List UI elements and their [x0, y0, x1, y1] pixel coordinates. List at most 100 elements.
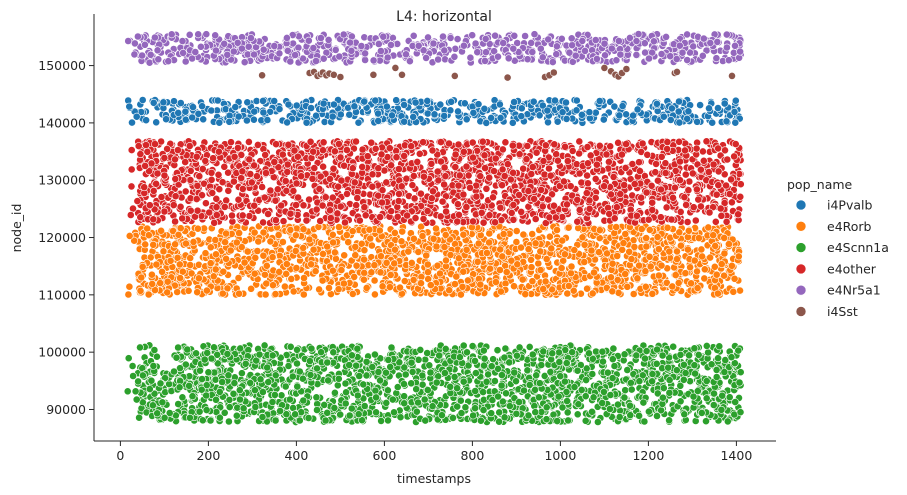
- point: [330, 248, 339, 257]
- point: [673, 247, 681, 256]
- point: [718, 391, 727, 400]
- point: [736, 368, 745, 377]
- point: [573, 410, 582, 419]
- point: [482, 248, 491, 257]
- point: [496, 266, 504, 274]
- point: [640, 417, 649, 426]
- point: [669, 342, 678, 351]
- point: [138, 371, 147, 380]
- point: [174, 400, 183, 408]
- point: [387, 343, 396, 352]
- point: [674, 107, 683, 116]
- point: [546, 232, 554, 241]
- point: [170, 97, 178, 106]
- point: [433, 261, 442, 270]
- point: [440, 112, 449, 120]
- point: [269, 281, 277, 290]
- point: [275, 105, 284, 113]
- point: [446, 250, 455, 259]
- point: [517, 243, 525, 252]
- point: [531, 239, 540, 248]
- point: [375, 226, 384, 235]
- point: [537, 361, 546, 369]
- point: [287, 274, 296, 283]
- point: [291, 231, 300, 240]
- point: [300, 274, 308, 282]
- point: [603, 249, 611, 258]
- point: [318, 276, 327, 285]
- point: [612, 223, 621, 231]
- point: [420, 395, 429, 404]
- point: [461, 403, 470, 412]
- point: [307, 260, 315, 269]
- point: [159, 98, 168, 107]
- point: [521, 290, 530, 299]
- point: [305, 235, 314, 244]
- point: [696, 101, 704, 109]
- point: [471, 369, 480, 377]
- point: [621, 386, 630, 395]
- point: [553, 226, 561, 234]
- point: [299, 290, 308, 299]
- point: [736, 408, 745, 417]
- point: [590, 268, 598, 277]
- point: [485, 238, 493, 247]
- point: [532, 371, 541, 380]
- point: [710, 262, 719, 271]
- point: [198, 416, 207, 425]
- point: [608, 374, 617, 382]
- point: [558, 236, 567, 245]
- point: [207, 168, 216, 177]
- point: [450, 280, 459, 288]
- point: [700, 274, 709, 283]
- point: [553, 117, 562, 126]
- point: [575, 137, 584, 146]
- point: [407, 358, 416, 367]
- point: [635, 411, 643, 420]
- point: [623, 366, 632, 374]
- point: [345, 411, 354, 420]
- point: [340, 251, 349, 260]
- point: [198, 375, 206, 383]
- point: [352, 261, 361, 270]
- point: [206, 416, 215, 425]
- point: [147, 270, 156, 279]
- point: [158, 267, 166, 276]
- point: [137, 273, 146, 282]
- point: [567, 269, 575, 278]
- point: [160, 413, 169, 422]
- point: [362, 283, 371, 292]
- point: [386, 270, 395, 279]
- point: [293, 382, 302, 391]
- point: [463, 276, 472, 285]
- point: [437, 411, 446, 420]
- point: [714, 354, 722, 363]
- point: [416, 345, 425, 354]
- point: [400, 277, 409, 285]
- point: [563, 397, 571, 405]
- point: [553, 417, 562, 425]
- point: [654, 245, 663, 254]
- point: [221, 238, 229, 247]
- point: [359, 380, 368, 389]
- point: [211, 236, 220, 244]
- point: [397, 237, 406, 246]
- point: [730, 274, 739, 283]
- point: [175, 383, 184, 392]
- point: [278, 238, 287, 246]
- point: [594, 418, 602, 426]
- point: [708, 118, 717, 127]
- point: [496, 114, 505, 122]
- point: [480, 354, 489, 363]
- point: [295, 367, 304, 376]
- point: [581, 392, 590, 401]
- point: [502, 389, 510, 398]
- point: [194, 274, 203, 283]
- point: [436, 100, 445, 109]
- point: [425, 361, 434, 370]
- point: [653, 412, 661, 420]
- point: [487, 362, 496, 371]
- point: [329, 348, 338, 357]
- point: [717, 405, 726, 414]
- point: [629, 111, 637, 120]
